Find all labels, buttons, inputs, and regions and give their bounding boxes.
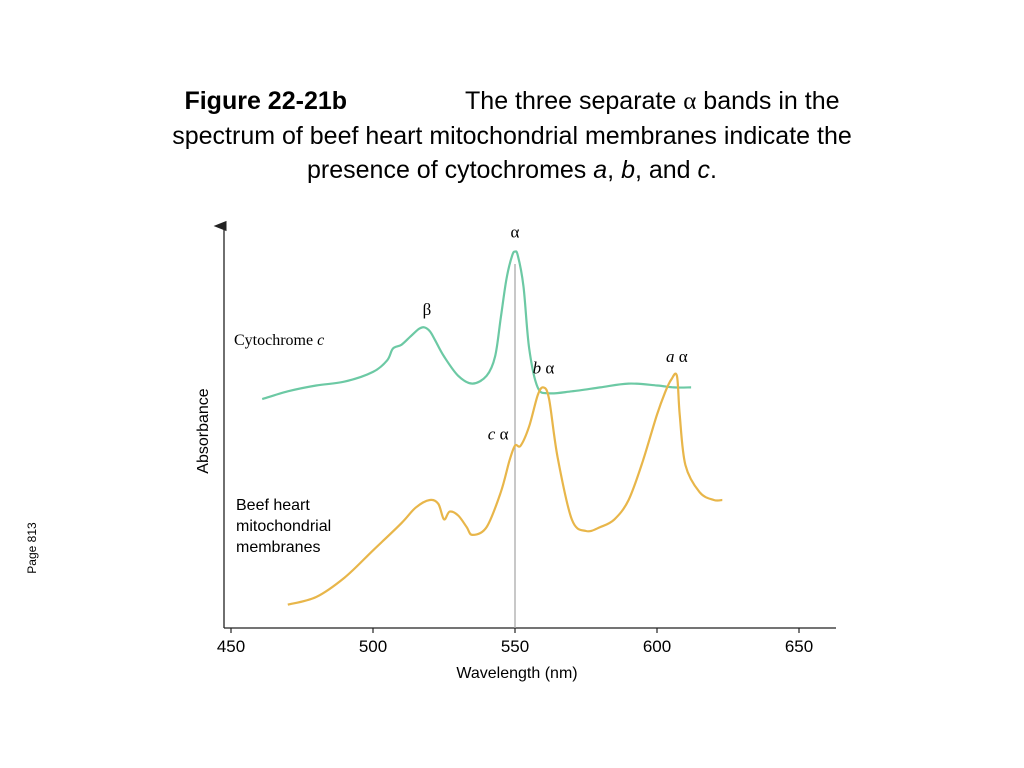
x-axis-title: Wavelength (nm) (456, 665, 577, 682)
caption-sep-2: , and (634, 156, 698, 184)
peak-label: β (423, 300, 432, 319)
mitochondrial-membranes-spectrum-line (287, 372, 723, 606)
figure-label: Figure 22-21b (184, 87, 348, 115)
caption-line-1: Figure 22-21b The three separate α bands … (60, 84, 964, 119)
x-tick-label: 600 (643, 637, 671, 656)
cytochrome-c-italic: c (697, 156, 711, 184)
x-tick-label: 450 (217, 637, 245, 656)
peak-label: α (511, 223, 520, 242)
cytochrome-b-italic: b (621, 156, 635, 184)
caption-text-pre: The three separate (465, 87, 684, 115)
y-axis-title: Absorbance (195, 388, 212, 473)
alpha-symbol: α (683, 88, 697, 115)
membranes-curve-label: Beef heart mitochondrial membranes (236, 497, 336, 556)
caption-line-3: presence of cytochromes a, b, and c. (60, 153, 964, 187)
cytochrome-c-curve-label: Cytochrome c (234, 332, 324, 349)
x-tick-label: 550 (501, 637, 529, 656)
x-tick-label: 500 (359, 637, 387, 656)
caption-line3-pre: presence of cytochromes (307, 156, 594, 184)
x-ticks: 450 500 550 600 650 (217, 628, 813, 656)
cytochrome-c-spectrum-line (261, 250, 692, 401)
peak-label: b α (533, 358, 555, 377)
peak-label: a α (666, 347, 688, 366)
peak-label: c α (488, 424, 509, 443)
caption-text-post: bands in the (696, 87, 840, 115)
figure-caption: Figure 22-21b The three separate α bands … (60, 84, 964, 187)
cytochrome-a-italic: a (593, 156, 608, 184)
x-tick-label: 650 (785, 637, 813, 656)
caption-end: . (710, 156, 717, 184)
caption-line-2: spectrum of beef heart mitochondrial mem… (172, 122, 852, 150)
caption-sep-1: , (607, 156, 622, 184)
peak-labels: β α c α b α a α (423, 223, 688, 444)
